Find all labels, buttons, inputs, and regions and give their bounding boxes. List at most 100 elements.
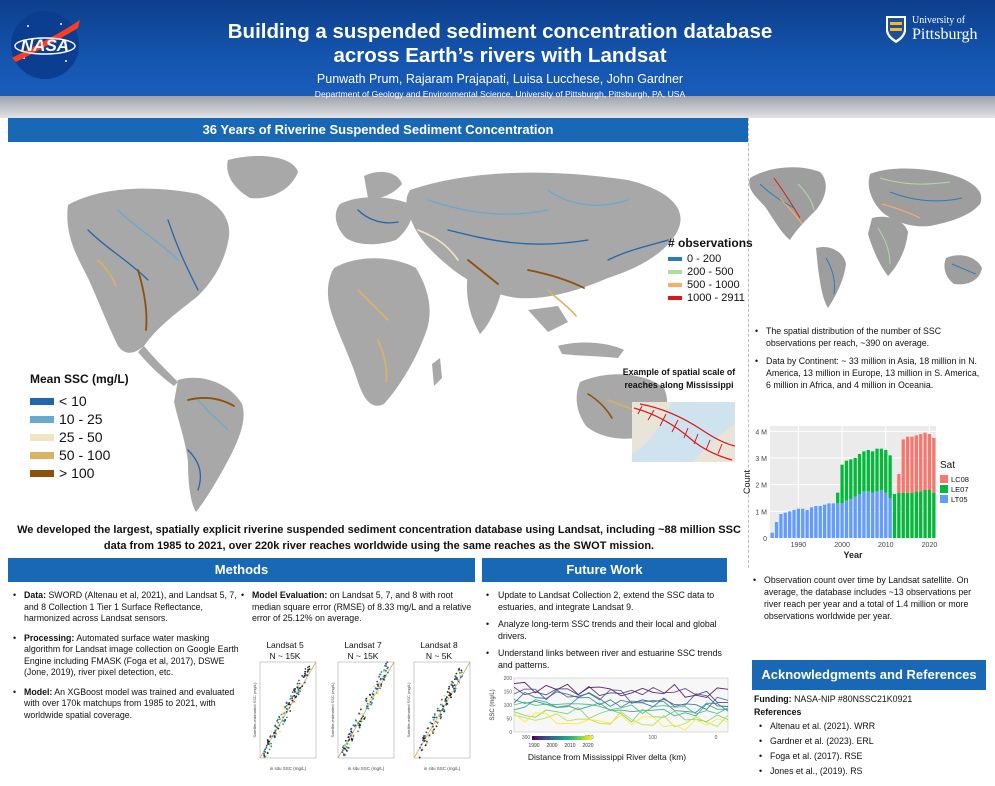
scatter-point bbox=[431, 722, 433, 725]
scatter-point bbox=[373, 695, 375, 698]
scatter-point bbox=[269, 745, 271, 748]
y-tick-label: 100 bbox=[504, 703, 513, 709]
bar-LE07 bbox=[866, 450, 870, 492]
scatter-point bbox=[346, 746, 349, 749]
scatter-point bbox=[386, 667, 389, 670]
scatter-point bbox=[282, 720, 284, 722]
sat-swatch bbox=[940, 485, 948, 493]
scatter-point bbox=[428, 734, 431, 737]
bar-LE07 bbox=[905, 492, 910, 538]
scatter-title: Landsat 5 N ~ 15K bbox=[250, 640, 320, 662]
scatter-point bbox=[279, 714, 282, 717]
y-tick-label: 2 M bbox=[755, 483, 767, 490]
scatter-point bbox=[451, 680, 453, 683]
pitt-logo: University of Pittsburgh bbox=[884, 14, 984, 52]
scatter-point bbox=[370, 696, 373, 699]
scatter-point bbox=[371, 702, 373, 704]
scatter-point bbox=[374, 687, 377, 689]
ssc-swatch bbox=[30, 397, 54, 405]
pitt-crest-icon bbox=[886, 16, 906, 43]
scatter-point bbox=[358, 726, 361, 729]
ssc-swatch bbox=[30, 433, 54, 441]
authors: Punwath Prum, Rajaram Prajapati, Luisa L… bbox=[316, 72, 684, 86]
funding-label: Funding: bbox=[754, 694, 792, 704]
scatter-point bbox=[431, 729, 434, 731]
scatter-point bbox=[284, 719, 287, 721]
method-eval-label: Model Evaluation: bbox=[252, 590, 328, 600]
x-tick-label: 2010 bbox=[878, 542, 894, 549]
pitt-line1: University of bbox=[912, 15, 966, 26]
inset-label: Example of spatial scale of reaches alon… bbox=[622, 367, 736, 390]
scatter-point bbox=[451, 686, 454, 688]
bar-LT05 bbox=[844, 500, 849, 538]
scatter-point bbox=[431, 725, 434, 728]
observation-count-chart: 0 1 M 2 M 3 M 4 M 1990 2000 2010 2020 Year Count bbox=[742, 426, 937, 560]
obs-legend-item: 200 - 500 bbox=[668, 265, 753, 278]
scatter-point bbox=[287, 703, 290, 706]
bar-LE07 bbox=[871, 451, 875, 493]
scatter-sat: Landsat 7 bbox=[344, 640, 382, 650]
scatter-point bbox=[370, 703, 372, 706]
scatter-point bbox=[433, 730, 435, 733]
scatter-point bbox=[379, 673, 382, 676]
scatter-n: N ~ 15K bbox=[269, 651, 301, 661]
method-eval-text: on Landsat 5, 7, and 8 with root median … bbox=[252, 590, 472, 623]
summary-statement: We developed the largest, spatially expl… bbox=[17, 524, 741, 552]
scatter-point bbox=[419, 746, 421, 749]
scatter-title: Landsat 8 N ~ 5K bbox=[404, 640, 474, 662]
scatter-plot: in situ SSC (mg/L) Satellite-estimated SS… bbox=[252, 661, 317, 771]
scatter-point bbox=[265, 746, 268, 749]
scatter-point bbox=[268, 748, 271, 751]
scatter-landsat5: in situ SSC (mg/L) Satellite-estimated SS… bbox=[250, 636, 320, 776]
bar-LE07 bbox=[932, 492, 936, 538]
scatter-point bbox=[450, 693, 452, 696]
ssc-legend-label: < 10 bbox=[59, 393, 87, 409]
scatter-point bbox=[278, 724, 281, 727]
bar-LE07 bbox=[892, 494, 897, 538]
ssc-legend-title: Mean SSC (mg/L) bbox=[30, 372, 129, 386]
scatter-point bbox=[291, 691, 294, 693]
method-model-text: An XGBoost model was trained and evaluat… bbox=[24, 686, 235, 720]
scatter-point bbox=[295, 695, 298, 698]
scatter-point bbox=[343, 754, 345, 757]
scatter-point bbox=[460, 669, 463, 672]
column-divider bbox=[748, 118, 749, 568]
methods-heading: Methods bbox=[8, 558, 475, 582]
x-tick-label: 2000 bbox=[834, 542, 850, 549]
bar-LC08 bbox=[897, 474, 901, 493]
scatter-point bbox=[306, 674, 309, 676]
scatter-point bbox=[283, 720, 286, 723]
scatter-point bbox=[445, 699, 448, 702]
scatter-point bbox=[436, 720, 439, 723]
obs-legend-label: 1000 - 2911 bbox=[687, 291, 745, 304]
scatter-point bbox=[448, 691, 451, 694]
ssc-swatch bbox=[30, 415, 54, 423]
sat-legend-item: LE07 bbox=[940, 484, 969, 494]
observations-legend-title: # observations bbox=[668, 236, 753, 250]
scatter-point bbox=[274, 732, 277, 735]
sat-legend-label: LE07 bbox=[951, 484, 969, 494]
scatter-point bbox=[460, 672, 463, 675]
scatter-point bbox=[341, 751, 344, 754]
scatter-point bbox=[284, 706, 287, 709]
bar-LT05 bbox=[862, 491, 866, 538]
bar-LT05 bbox=[818, 506, 822, 538]
ssc-legend-item: 25 - 50 bbox=[30, 428, 129, 446]
bar-LC08 bbox=[919, 434, 923, 492]
scatter-point bbox=[372, 693, 375, 696]
scatter-point bbox=[354, 724, 357, 727]
ssc-line bbox=[513, 696, 729, 713]
bar-LE07 bbox=[875, 448, 879, 492]
year-colorbar bbox=[532, 736, 592, 740]
bar-LT05 bbox=[884, 492, 888, 538]
future-item: Update to Landsat Collection 2, extend t… bbox=[484, 590, 726, 613]
scatter-point bbox=[453, 684, 456, 686]
scatter-point bbox=[421, 746, 423, 749]
scatter-point bbox=[435, 716, 438, 719]
scatter-point bbox=[358, 712, 360, 715]
scatter-point bbox=[445, 697, 448, 700]
references-list: Altenau et al. (2021). WRR Gardner et al… bbox=[758, 721, 986, 777]
poster-title: Building a suspended sediment concentrat… bbox=[140, 20, 860, 68]
ssc-legend-item: > 100 bbox=[30, 464, 129, 482]
scatter-point bbox=[304, 672, 306, 675]
